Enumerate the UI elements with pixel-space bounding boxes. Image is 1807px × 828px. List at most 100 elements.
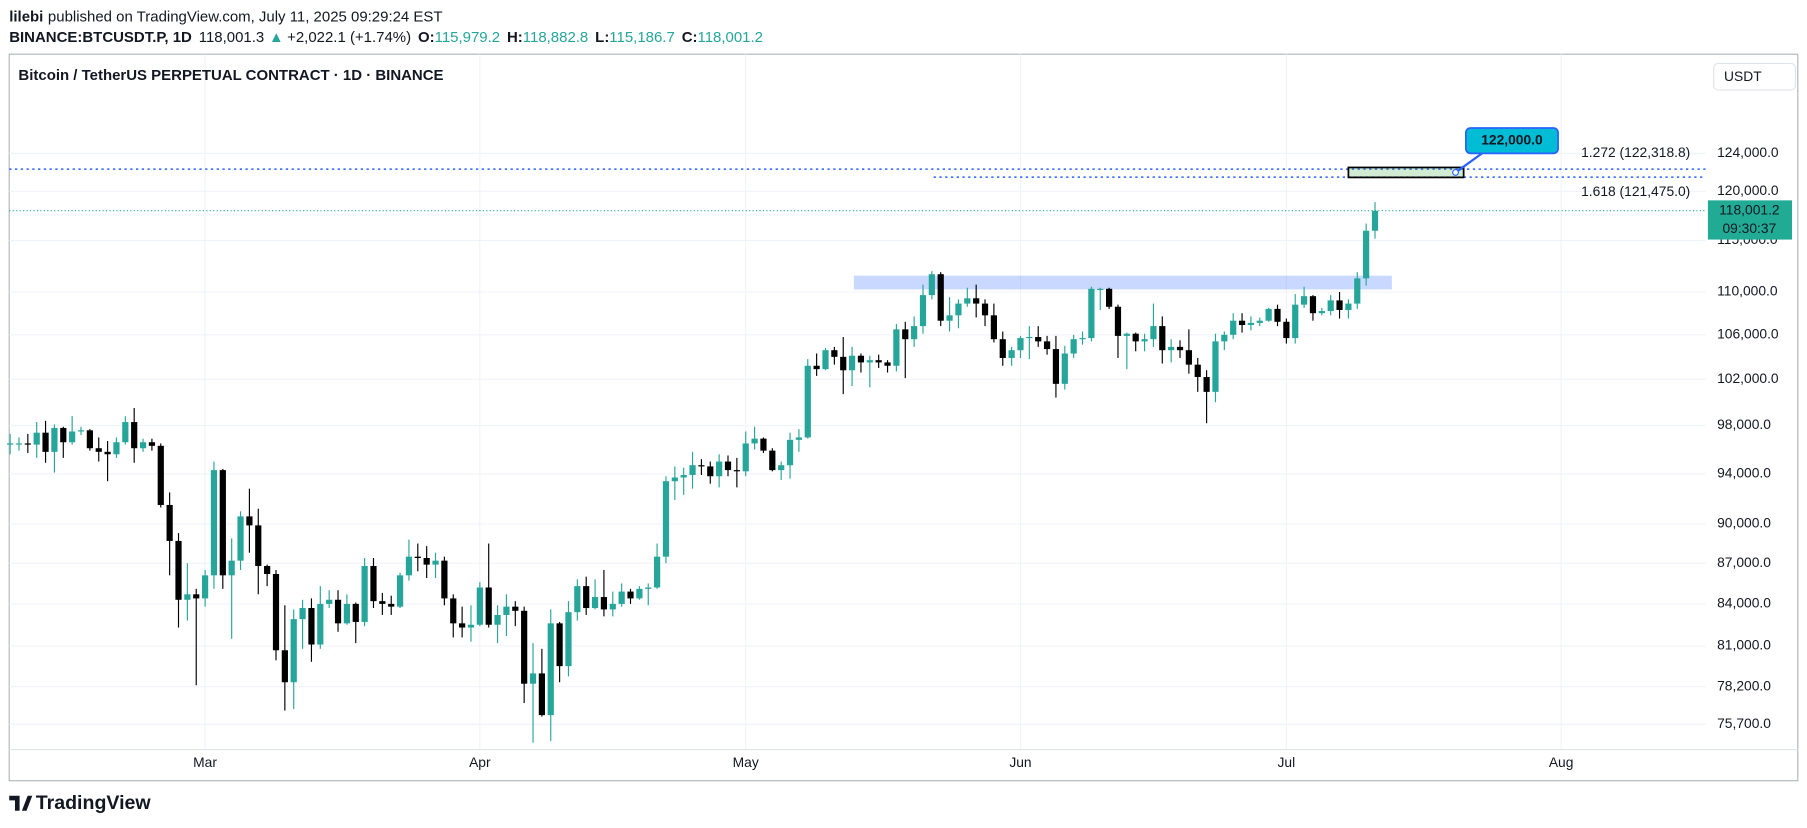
candle-body — [139, 442, 147, 449]
y-tick-label: 87,000.0 — [1717, 554, 1771, 570]
x-tick-label: Apr — [469, 754, 491, 770]
candle-body — [396, 575, 404, 607]
candle-body — [866, 360, 873, 363]
candle-body — [911, 326, 918, 340]
candle-body — [450, 598, 457, 624]
candle-body — [1345, 303, 1352, 310]
candle-body — [698, 465, 705, 467]
callout-anchor — [1452, 168, 1460, 176]
candle-body — [308, 608, 315, 645]
candle-body — [343, 603, 350, 624]
candle-body — [1141, 339, 1148, 342]
candle-body — [193, 594, 200, 599]
candle-body — [113, 442, 120, 455]
y-tick-label: 81,000.0 — [1717, 637, 1771, 653]
candle-body — [1327, 300, 1334, 312]
candle-body — [476, 587, 483, 625]
y-tick-label: 94,000.0 — [1717, 464, 1771, 480]
candle-body — [33, 432, 40, 445]
candle-body — [1097, 288, 1104, 290]
candle-body — [848, 355, 856, 371]
candle-body — [999, 339, 1006, 358]
candle-body — [902, 329, 909, 340]
candle-body — [583, 586, 590, 609]
candle-body — [1212, 341, 1219, 392]
candle-body — [237, 516, 244, 561]
candle-body — [512, 606, 519, 611]
candle-body — [795, 437, 803, 440]
currency[interactable]: USDT — [1724, 68, 1762, 84]
candle-body — [831, 350, 838, 357]
candle-body — [1247, 322, 1255, 326]
candle-body — [95, 448, 102, 452]
y-tick-label: 78,200.0 — [1717, 677, 1771, 693]
ohlc-label: C: — [682, 29, 698, 46]
candle-body — [627, 591, 634, 599]
candle-body — [760, 438, 767, 451]
candle-body — [414, 556, 421, 558]
candle-body — [1256, 320, 1263, 323]
candle-body — [707, 466, 714, 477]
candle-body — [1052, 349, 1060, 384]
candle-body — [1292, 304, 1299, 339]
fib-label: 1.618 (121,475.0) — [1581, 183, 1690, 199]
y-tick-label: 75,700.0 — [1717, 715, 1771, 731]
candle-body — [272, 573, 280, 651]
candle-body — [15, 443, 23, 445]
candle-body — [547, 623, 554, 716]
candle-body — [574, 586, 581, 613]
candle-body — [733, 470, 740, 472]
chart-frame — [8, 53, 1799, 782]
y-tick-label: 102,000.0 — [1717, 370, 1779, 386]
candle-body — [1168, 346, 1175, 351]
candle-body — [840, 356, 847, 371]
candle-body — [671, 477, 678, 482]
candle-body — [432, 560, 439, 565]
candle-body — [7, 443, 14, 445]
candle-body — [990, 315, 997, 340]
currency-button[interactable] — [1713, 62, 1797, 91]
candle-body — [334, 599, 342, 624]
candle-body — [1185, 350, 1192, 365]
candle-body — [459, 623, 466, 628]
candle-body — [69, 431, 76, 443]
candle-body — [219, 470, 226, 576]
candle-body — [1371, 210, 1379, 231]
candle-body — [1114, 306, 1122, 336]
candle-body — [751, 438, 758, 444]
publisher: lilebi — [9, 8, 43, 25]
ohlc-label: L: — [595, 29, 609, 46]
candle-body — [609, 603, 616, 610]
candle-body — [1309, 296, 1317, 314]
x-tick-label: Mar — [193, 754, 217, 770]
candle-body — [955, 303, 962, 316]
ohlc-label: O: — [418, 29, 435, 46]
candle-body — [538, 673, 545, 716]
candle-body — [1106, 288, 1113, 307]
candle-body — [556, 623, 563, 667]
candle-body — [51, 427, 58, 452]
brand-logo: TradingView — [9, 792, 151, 814]
symbol-line: BINANCE:BTCUSDT.P, 1D 118,001.3 ▲ +2,022.1 … — [9, 29, 763, 46]
candle-body — [326, 599, 333, 604]
candle-body — [1176, 346, 1184, 351]
candle-body — [255, 525, 262, 566]
fib-label: 1.272 (122,318.8) — [1581, 144, 1690, 160]
candle-body — [299, 608, 306, 620]
candle-body — [86, 430, 93, 449]
candle-body — [1150, 326, 1157, 340]
candle-body — [60, 427, 67, 443]
candle-body — [1035, 336, 1042, 342]
candle-body — [1300, 296, 1308, 305]
candle-body — [653, 556, 661, 588]
ohlc-label: H: — [507, 29, 523, 46]
candle-body — [529, 673, 537, 684]
candle-body — [1318, 311, 1325, 314]
candle-body — [42, 432, 49, 452]
candle-body — [104, 451, 111, 455]
candle-body — [1354, 278, 1361, 304]
candle-body — [122, 422, 129, 443]
candle-body — [1363, 230, 1370, 279]
target-box — [1347, 166, 1465, 179]
